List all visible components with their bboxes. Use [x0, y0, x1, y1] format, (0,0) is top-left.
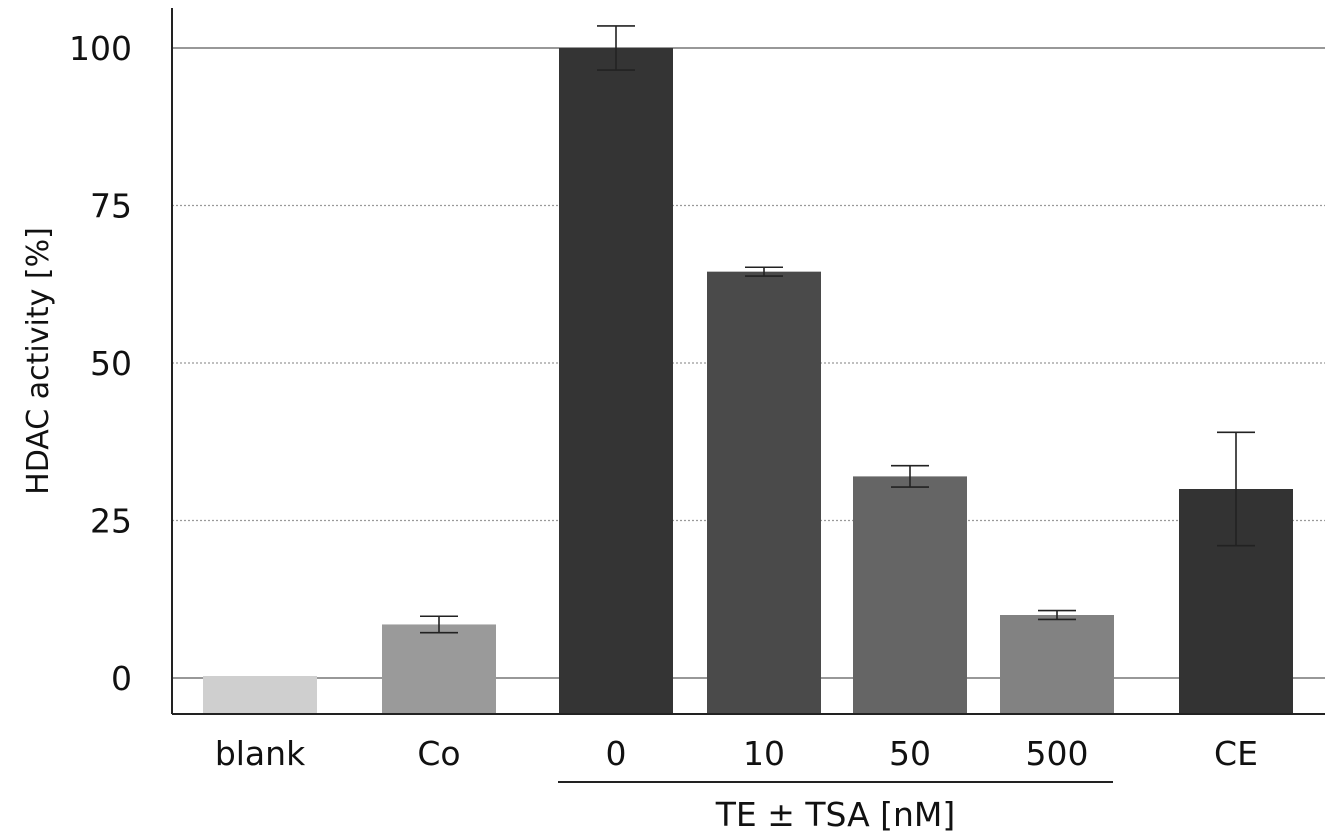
bar-500 [1000, 615, 1114, 714]
x-tick-label: 500 [1026, 734, 1089, 773]
error-bars [420, 25, 1255, 634]
error-bar-CE [1217, 431, 1255, 547]
group-label: TE ± TSA [nM] [715, 795, 956, 834]
x-axis-ticks: blank Co 0 10 50 500 CE [215, 734, 1258, 773]
bars [203, 48, 1293, 714]
error-bar-0 [597, 25, 635, 71]
y-tick-label: 25 [90, 502, 132, 541]
bar-Co [382, 624, 496, 714]
bar-50 [853, 476, 967, 714]
error-bar-Co [420, 615, 458, 634]
error-bar-50 [891, 464, 929, 488]
y-axis-ticks: 0 25 50 75 100 [69, 29, 132, 698]
x-tick-label: CE [1214, 734, 1258, 773]
x-tick-label: 10 [743, 734, 785, 773]
x-tick-label: Co [417, 734, 460, 773]
bar-10 [707, 271, 821, 714]
error-bar-10 [745, 266, 783, 277]
bar-0 [559, 48, 673, 714]
y-tick-label: 75 [90, 187, 132, 226]
x-tick-label: 0 [606, 734, 627, 773]
y-axis-label: HDAC activity [%] [21, 227, 56, 495]
y-tick-label: 50 [90, 344, 132, 383]
x-tick-label: blank [215, 734, 306, 773]
y-tick-label: 100 [69, 29, 132, 68]
bar-blank [203, 676, 317, 714]
y-tick-label: 0 [111, 659, 132, 698]
x-tick-label: 50 [889, 734, 931, 773]
error-bar-500 [1038, 609, 1076, 621]
